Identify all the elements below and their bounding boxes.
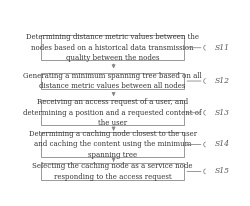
Text: Receiving an access request of a user, and
determining a position and a requeste: Receiving an access request of a user, a… (23, 98, 202, 127)
Text: S13: S13 (214, 109, 229, 117)
Bar (41, 101, 184, 125)
Text: S15: S15 (214, 167, 229, 176)
Bar (41, 132, 184, 157)
Text: Selecting the caching node as a service node
responding to the access request: Selecting the caching node as a service … (32, 162, 193, 181)
Text: Determining a caching node closest to the user
and caching the content using the: Determining a caching node closest to th… (28, 130, 197, 159)
Text: Determining distance metric values between the
nodes based on a historical data : Determining distance metric values betwe… (26, 33, 199, 62)
Text: Generating a minimum spanning tree based on all
distance metric values between a: Generating a minimum spanning tree based… (23, 72, 202, 90)
Text: S11: S11 (214, 44, 229, 52)
Text: S14: S14 (214, 140, 229, 149)
Bar (41, 163, 184, 180)
Text: S12: S12 (214, 77, 229, 85)
Bar (41, 73, 184, 89)
Bar (41, 35, 184, 60)
